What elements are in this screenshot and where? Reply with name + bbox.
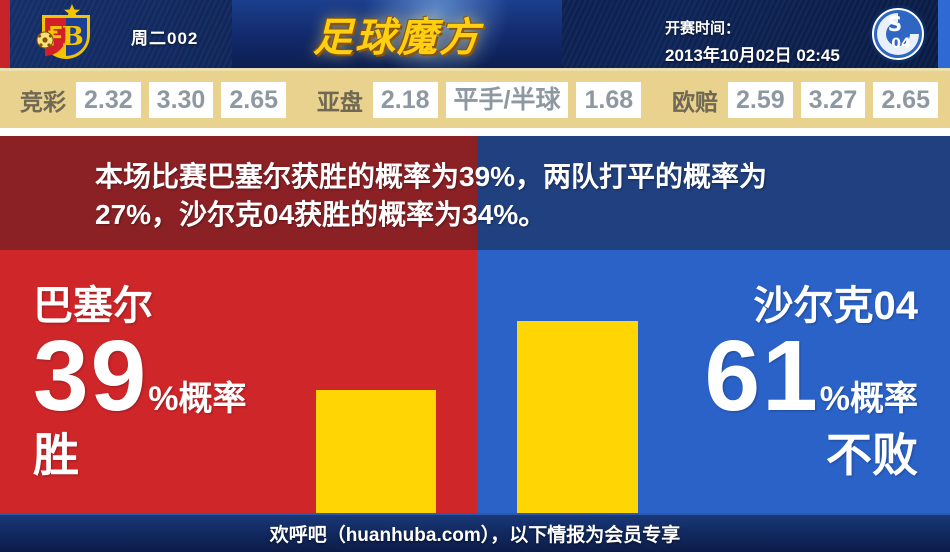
site-logo-plate[interactable]: 足球魔方 [232, 0, 562, 68]
away-probability-value: 61 [704, 320, 820, 432]
away-probability-unit: %概率 [819, 380, 918, 418]
home-outcome-label: 胜 [33, 429, 79, 481]
home-probability-value: 39 [33, 320, 149, 432]
summary-band: 本场比赛巴塞尔获胜的概率为39%，两队打平的概率为 27%，沙尔克04获胜的概率… [0, 136, 950, 250]
footer-bar: 欢呼吧（huanhuba.com），以下情报为会员专享 [0, 513, 950, 552]
summary-band-right-bg [477, 136, 950, 250]
summary-line-2: 27%，沙尔克04获胜的概率为34%。 [95, 199, 547, 230]
home-probability-unit: %概率 [148, 380, 247, 418]
odds-bar: 竞彩 2.32 3.30 2.65 亚盘 2.18 平手/半球 1.68 欧赔 … [0, 71, 950, 128]
odds-group-jingcai: 竞彩 2.32 3.30 2.65 [20, 81, 287, 118]
yapan-handicap: 平手/半球 [445, 81, 569, 118]
odds-group-yapan: 亚盘 2.18 平手/半球 1.68 [316, 81, 642, 118]
away-team-name: 沙尔克04 [753, 284, 919, 328]
odds-group-oupei: 欧赔 2.59 3.27 2.65 [671, 81, 938, 118]
jingcai-away-odds: 2.65 [221, 81, 287, 118]
away-value-row: 61%概率 [705, 326, 918, 426]
basel-crest-icon: ꞘB [36, 4, 90, 59]
oupei-label: 欧赔 [671, 88, 718, 115]
summary-band-left-bg [0, 136, 477, 250]
yapan-label: 亚盘 [316, 88, 363, 115]
top-header-bar: ꞘB 周二002 足球魔方 开赛时间： 2013年10月02日 02:45 S … [0, 0, 950, 68]
svg-text:04: 04 [891, 36, 911, 52]
oupei-home-odds: 2.59 [727, 81, 793, 118]
match-code: 周二002 [131, 29, 199, 48]
prediction-panels: 巴塞尔 39%概率 胜 沙尔克04 61%概率 不败 [0, 250, 950, 513]
home-probability-bar [316, 390, 436, 513]
footer-text: 欢呼吧（huanhuba.com），以下情报为会员专享 [269, 525, 681, 546]
oupei-draw-odds: 3.27 [800, 81, 866, 118]
site-logo[interactable]: 足球魔方 [313, 16, 481, 60]
home-team-name: 巴塞尔 [33, 284, 153, 328]
schalke-crest-icon: S 04 [869, 5, 927, 63]
gold-divider-line [0, 68, 950, 71]
home-panel-text: 巴塞尔 39%概率 胜 [33, 284, 246, 481]
svg-text:S: S [888, 12, 902, 36]
probability-summary: 本场比赛巴塞尔获胜的概率为39%，两队打平的概率为 27%，沙尔克04获胜的概率… [95, 158, 895, 234]
svg-text:ꞘB: ꞘB [47, 22, 83, 52]
jingcai-home-odds: 2.32 [76, 81, 141, 118]
yapan-home-odds: 2.18 [372, 81, 438, 118]
kickoff-label: 开赛时间： [665, 20, 741, 37]
red-edge-stripe [0, 0, 10, 68]
home-value-row: 39%概率 [33, 326, 247, 426]
yapan-away-odds: 1.68 [576, 81, 642, 118]
away-panel-text: 沙尔克04 61%概率 不败 [705, 284, 918, 481]
oupei-away-odds: 2.65 [873, 81, 938, 118]
kickoff-time: 2013年10月02日 02:45 [665, 46, 840, 65]
away-outcome-label: 不败 [826, 429, 918, 481]
blue-edge-stripe [938, 0, 950, 68]
away-probability-bar [517, 321, 638, 513]
jingcai-label: 竞彩 [20, 88, 66, 115]
jingcai-draw-odds: 3.30 [148, 81, 214, 118]
kickoff-time-block: 开赛时间： 2013年10月02日 02:45 [665, 17, 840, 66]
summary-line-1: 本场比赛巴塞尔获胜的概率为39%，两队打平的概率为 [95, 161, 768, 192]
